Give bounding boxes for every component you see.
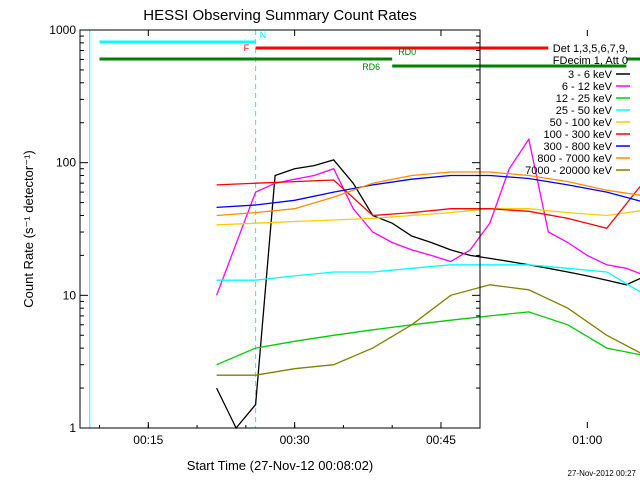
x-tick-label: 00:30 (280, 433, 310, 447)
series-line-7 (216, 171, 640, 217)
axis-layer: 00:1500:3000:4501:0001:1501:3001:4511010… (49, 23, 602, 447)
legend-header-1: FDecim 1, Att 0 (553, 55, 628, 67)
y-tick-label: 100 (56, 156, 76, 170)
series-line-6 (216, 174, 640, 209)
series-line-4 (216, 208, 640, 226)
x-axis-label: Start Time (27-Nov-12 00:08:02) (187, 458, 373, 473)
y-axis-label: Count Rate (s⁻¹ detector⁻¹) (21, 150, 36, 308)
x-tick-label: 00:15 (133, 433, 163, 447)
legend: Det 1,3,5,6,7,9,FDecim 1, Att 0 3 - 6 keV… (525, 43, 630, 177)
x-tick-label: 00:45 (426, 433, 456, 447)
legend-label-7: 800 - 7000 keV (537, 153, 612, 165)
series-line-3 (216, 264, 640, 293)
legend-header-0: Det 1,3,5,6,7,9, (553, 43, 628, 55)
series-line-5 (216, 179, 640, 230)
flag-label-rd6: RD6 (362, 62, 380, 72)
y-tick-label: 10 (63, 288, 77, 302)
legend-label-3: 25 - 50 keV (556, 105, 613, 117)
plot-frame (79, 29, 481, 429)
series-line-1 (215, 137, 640, 296)
data-layer: NF RD0 RD6 (89, 30, 640, 430)
legend-label-1: 6 - 12 keV (562, 81, 613, 93)
legend-label-5: 100 - 300 keV (544, 129, 613, 141)
legend-label-4: 50 - 100 keV (550, 117, 613, 129)
legend-label-2: 12 - 25 keV (556, 93, 613, 105)
chart-title: HESSI Observing Summary Count Rates (143, 7, 416, 24)
series-line-2 (216, 311, 640, 366)
series-line-8 (216, 284, 640, 376)
x-tick-label: 01:00 (572, 433, 602, 447)
flag-label-rd0: RD0 (398, 47, 416, 57)
y-tick-label: 1 (69, 421, 76, 435)
legend-label-0: 3 - 6 keV (568, 69, 613, 81)
flag-label-n: N (260, 30, 267, 40)
y-tick-label: 1000 (49, 23, 76, 37)
timestamp: 27-Nov-2012 00:27 (568, 469, 637, 478)
flag-label-f: F (244, 43, 250, 53)
legend-label-8: 7000 - 20000 keV (525, 165, 613, 177)
series-line-0 (216, 159, 640, 430)
legend-label-6: 300 - 800 keV (544, 141, 613, 153)
